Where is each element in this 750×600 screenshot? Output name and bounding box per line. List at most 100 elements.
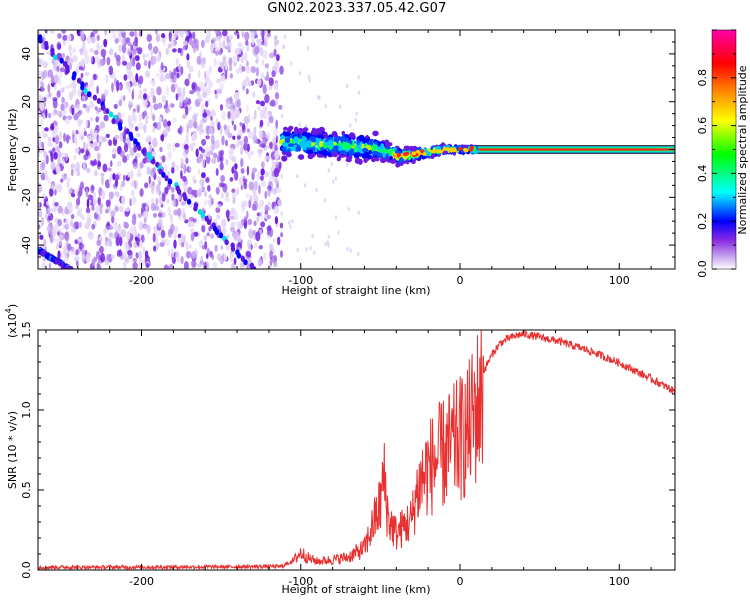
noise-mark [305,247,308,252]
noise-mark [120,229,126,238]
noise-mark [263,252,267,261]
noise-mark [81,135,84,141]
noise-mark [337,230,340,235]
noise-mark [127,50,132,56]
noise-mark [143,93,147,100]
noise-mark [138,75,144,85]
noise-mark [265,155,271,160]
noise-mark [102,163,108,173]
noise-mark [191,189,197,196]
colorbar-gradient [711,29,737,270]
noise-mark [54,202,59,207]
noise-mark [94,49,99,56]
noise-mark [246,143,250,152]
noise-mark [271,65,277,72]
noise-mark [125,81,131,91]
noise-mark [198,123,203,130]
noise-mark [137,122,144,130]
noise-mark [208,194,213,200]
noise-mark [155,197,159,206]
noise-mark [110,160,113,168]
noise-mark [165,48,170,56]
noise-mark [267,201,272,206]
noise-mark [165,85,170,96]
noise-mark [39,234,44,240]
noise-mark [86,35,92,45]
noise-mark [203,261,208,269]
noise-mark [108,232,113,238]
noise-mark [81,40,86,50]
noise-mark [135,152,141,158]
noise-mark [233,31,240,36]
noise-mark [182,87,186,97]
noise-mark [70,247,76,255]
noise-mark [53,74,59,84]
noise-mark [243,116,250,124]
noise-mark [222,55,227,65]
noise-mark [105,199,110,207]
signal-band-mark [322,144,328,149]
noise-mark [253,126,257,136]
diagonal-trace-mark [224,239,229,246]
signal-band-mark [307,140,311,147]
noise-mark [148,175,151,185]
noise-mark [85,253,91,263]
diagonal-trace-mark [111,118,116,125]
noise-mark [257,105,262,112]
noise-mark [96,133,99,143]
noise-mark [96,107,102,113]
noise-mark [62,246,67,256]
noise-mark [154,205,160,211]
noise-mark [52,98,58,109]
noise-mark [231,262,236,269]
signal-band-mark [299,133,303,140]
noise-mark [47,207,52,217]
noise-mark [46,200,49,206]
noise-mark [87,194,93,201]
signal-hotspot [458,147,463,151]
noise-mark [152,95,157,104]
noise-mark [173,30,179,38]
noise-mark [56,110,62,116]
noise-mark [104,89,109,96]
noise-mark [38,57,41,66]
noise-mark [273,205,280,215]
noise-mark [118,236,123,247]
noise-mark [196,263,203,268]
noise-mark [101,136,107,143]
noise-mark [101,189,106,200]
noise-mark [42,113,46,120]
noise-mark [63,255,69,263]
noise-mark [240,46,245,51]
noise-mark [49,233,53,244]
noise-mark [280,211,283,216]
noise-mark [82,141,86,151]
noise-mark [61,87,65,93]
noise-mark [192,114,198,122]
noise-mark [114,52,117,59]
noise-mark [95,251,100,260]
noise-mark [239,128,243,139]
noise-mark [155,242,160,250]
noise-mark [159,146,163,153]
noise-mark [78,61,82,67]
noise-mark [138,250,142,260]
noise-mark [258,245,263,250]
noise-mark [150,169,156,178]
colorbar: 0.0 0.2 0.4 0.6 0.8 Normalized spectral ampl… [696,29,749,278]
noise-mark [208,80,213,88]
signal-band-mark [371,144,378,151]
noise-mark [253,242,258,249]
noise-mark [166,198,170,204]
noise-mark [264,204,269,213]
noise-mark [174,83,178,90]
noise-mark [182,114,187,119]
noise-mark [132,162,139,170]
noise-mark [226,129,230,136]
noise-mark [40,172,46,181]
noise-mark [137,95,143,100]
noise-mark [130,182,134,187]
noise-mark [80,148,85,154]
noise-mark [96,264,102,269]
noise-mark [220,104,223,111]
